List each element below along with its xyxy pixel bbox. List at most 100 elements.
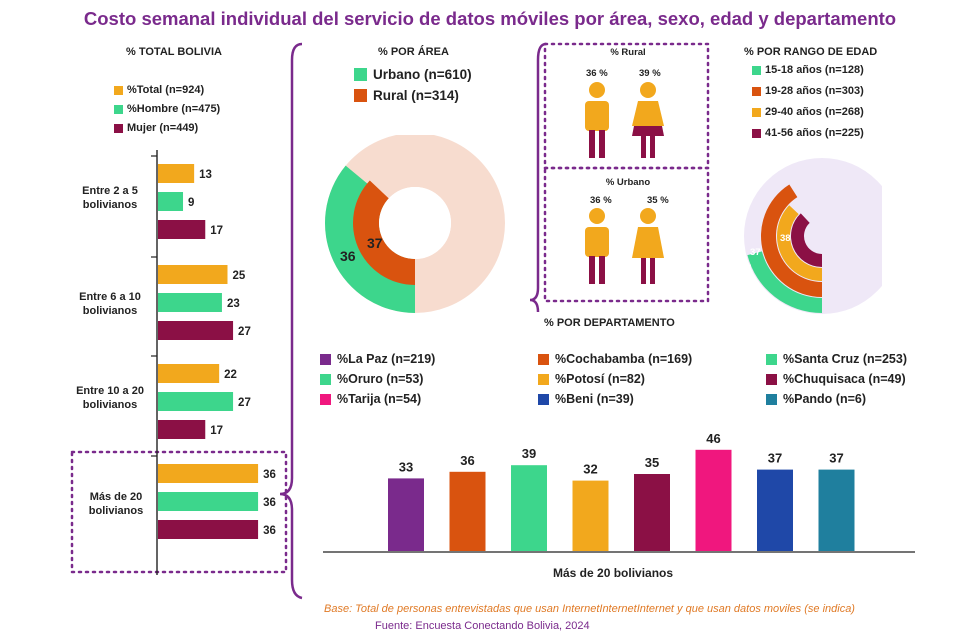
bar — [158, 164, 195, 183]
ring-value-label: 21 — [740, 282, 751, 293]
category-label: Más de 20 bolivianos — [88, 491, 144, 517]
legend-label: %Santa Cruz (n=253) — [783, 352, 907, 366]
bar — [511, 465, 547, 551]
dept-title: % POR DEPARTAMENTO — [544, 317, 675, 329]
bar-value-label: 37 — [829, 451, 843, 466]
bar — [158, 220, 206, 239]
legend-urbano: Urbano (n=610) — [354, 67, 472, 82]
bar-value-label: 27 — [238, 326, 251, 338]
area-legend: Urbano (n=610) Rural (n=314) — [354, 67, 472, 103]
bar-value-label: 36 — [460, 453, 474, 468]
legend-swatch — [538, 353, 549, 365]
area-bracket — [279, 42, 303, 600]
legend-swatch — [752, 65, 761, 75]
bar — [158, 464, 259, 483]
legend-label: 19-28 años (n=303) — [765, 85, 864, 97]
legend-hombre: %Hombre (n=475) — [114, 103, 220, 115]
man-icon — [585, 82, 609, 158]
bar — [449, 471, 486, 551]
bar — [158, 520, 259, 539]
bar-value-label: 17 — [210, 225, 223, 237]
legend-label: Urbano (n=610) — [373, 67, 472, 82]
legend-label: %Potosí (n=82) — [555, 372, 645, 386]
legend-label: Mujer (n=449) — [127, 122, 199, 134]
bar — [158, 293, 222, 312]
legend-rural: Rural (n=314) — [354, 88, 472, 103]
man-icon — [585, 208, 609, 284]
legend-swatch — [766, 393, 777, 405]
dept-legend-item: %Chuquisaca (n=49) — [766, 372, 906, 386]
urbano-mujer-value: 35 % — [647, 195, 669, 206]
bar — [818, 469, 855, 551]
rural-mujer-value: 39 % — [639, 68, 661, 79]
legend-swatch — [320, 393, 331, 405]
bar-value-label: 9 — [188, 197, 194, 209]
bar-value-label: 23 — [227, 298, 240, 310]
bar-value-label: 35 — [645, 455, 659, 470]
donut-hole — [379, 187, 451, 259]
rural-label: % Rural — [610, 47, 646, 58]
legend-swatch — [538, 393, 549, 405]
bar-value-label: 36 — [263, 497, 276, 509]
legend-label: Rural (n=314) — [373, 88, 459, 103]
area-donut-chart: 36 37 — [325, 135, 505, 313]
legend-label: %La Paz (n=219) — [337, 352, 436, 366]
legend-label: %Beni (n=39) — [555, 392, 634, 406]
footnote-base: Base: Total de personas entrevistadas qu… — [324, 603, 855, 615]
legend-29-40: 29-40 años (n=268) — [752, 106, 864, 118]
bar-value-label: 32 — [583, 462, 597, 477]
urbano-label: % Urbano — [605, 177, 651, 188]
legend-swatch — [354, 89, 367, 102]
bar-value-label: 33 — [399, 459, 413, 474]
bar-value-label: 37 — [768, 451, 782, 466]
dept-bar-chart: 33 36 39 32 35 46 37 37 — [323, 431, 915, 553]
legend-swatch — [114, 85, 123, 95]
total-bolivia-chart: 13 9 17 25 23 27 22 27 17 36 36 36 — [151, 150, 276, 575]
legend-swatch — [766, 373, 777, 385]
dept-legend-item: %La Paz (n=219) — [320, 352, 435, 366]
legend-41-56: 41-56 años (n=225) — [752, 127, 864, 139]
legend-19-28: 19-28 años (n=303) — [752, 85, 864, 97]
urbano-people-icons — [585, 208, 664, 284]
dept-legend: %La Paz (n=219) %Cochabamba (n=169) %Santa… — [320, 352, 930, 418]
radial-ring — [777, 205, 822, 281]
bar — [158, 392, 234, 411]
bar — [158, 492, 259, 511]
urbano-value-label: 36 — [340, 248, 356, 264]
rural-frame — [543, 42, 710, 170]
bar — [757, 469, 793, 551]
ring-value-label: 38 — [780, 233, 791, 244]
bar — [158, 321, 234, 340]
legend-label: %Hombre (n=475) — [127, 103, 221, 115]
legend-label: 15-18 años (n=128) — [765, 64, 864, 76]
bar-value-label: 22 — [224, 369, 237, 381]
bar — [634, 474, 670, 551]
radial-ring — [761, 184, 822, 297]
legend-swatch — [752, 107, 761, 117]
legend-swatch — [766, 353, 777, 365]
legend-swatch — [320, 373, 331, 385]
bar — [158, 364, 220, 383]
category-label: Entre 6 a 10 bolivianos — [79, 291, 141, 317]
bar-value-label: 27 — [238, 397, 251, 409]
dept-legend-item: %Potosí (n=82) — [538, 372, 645, 386]
bar — [388, 478, 424, 551]
category-label: Entre 2 a 5 bolivianos — [82, 185, 138, 211]
legend-swatch — [354, 68, 367, 81]
dept-legend-item: %Oruro (n=53) — [320, 372, 423, 386]
legend-swatch — [320, 353, 331, 365]
legend-label: 29-40 años (n=268) — [765, 106, 864, 118]
dept-legend-item: %Pando (n=6) — [766, 392, 866, 406]
urbano-hombre-value: 36 % — [590, 195, 612, 206]
woman-icon — [632, 82, 664, 158]
bar — [158, 192, 184, 211]
dept-legend-item: %Tarija (n=54) — [320, 392, 421, 406]
bar-value-label: 17 — [210, 425, 223, 437]
legend-total: %Total (n=924) — [114, 84, 220, 96]
radial-ring — [747, 251, 822, 313]
edad-title: % POR RANGO DE EDAD — [744, 46, 878, 58]
category-label: Entre 10 a 20 bolivianos — [76, 385, 144, 411]
dept-legend-item: %Cochabamba (n=169) — [538, 352, 692, 366]
legend-swatch — [114, 104, 123, 114]
